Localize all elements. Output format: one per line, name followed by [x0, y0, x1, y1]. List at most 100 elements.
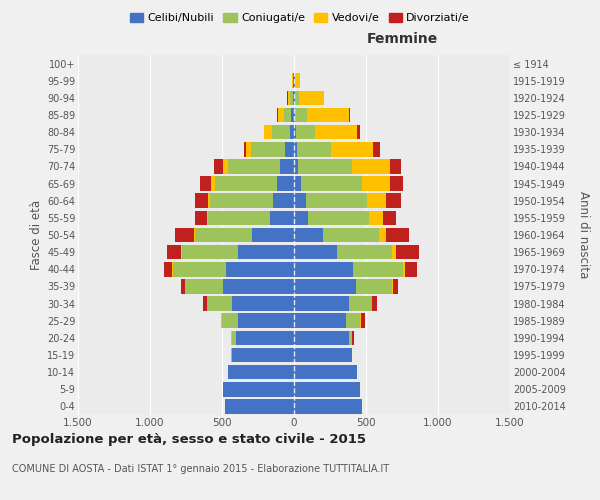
Bar [215, 176, 277, 191]
Bar [293, 90, 294, 105]
Bar [294, 176, 301, 191]
Bar [308, 210, 369, 225]
Bar [356, 125, 359, 140]
Bar [208, 210, 269, 225]
Bar [349, 330, 352, 345]
Bar [373, 296, 377, 311]
Bar [294, 314, 346, 328]
Bar [221, 314, 222, 328]
Bar [238, 245, 294, 260]
Bar [287, 90, 290, 105]
Bar [214, 159, 223, 174]
Bar [315, 125, 356, 140]
Bar [278, 108, 284, 122]
Bar [294, 228, 323, 242]
Bar [223, 382, 294, 396]
Bar [232, 330, 236, 345]
Bar [292, 74, 293, 88]
Bar [349, 296, 373, 311]
Bar [291, 108, 294, 122]
Bar [207, 296, 232, 311]
Bar [323, 228, 379, 242]
Bar [200, 176, 211, 191]
Bar [307, 108, 349, 122]
Bar [225, 399, 294, 413]
Bar [405, 262, 417, 276]
Bar [294, 279, 356, 293]
Bar [294, 348, 352, 362]
Bar [264, 125, 265, 140]
Bar [207, 210, 208, 225]
Bar [294, 74, 295, 88]
Bar [361, 314, 365, 328]
Bar [356, 279, 392, 293]
Bar [203, 296, 207, 311]
Bar [305, 194, 367, 208]
Bar [349, 108, 350, 122]
Bar [182, 245, 238, 260]
Bar [392, 279, 398, 293]
Bar [286, 142, 294, 156]
Bar [173, 262, 226, 276]
Bar [246, 142, 251, 156]
Legend: Celibi/Nubili, Coniugati/e, Vedovi/e, Divorziati/e: Celibi/Nubili, Coniugati/e, Vedovi/e, Di… [125, 8, 475, 28]
Bar [396, 245, 419, 260]
Bar [284, 108, 291, 122]
Text: COMUNE DI AOSTA - Dati ISTAT 1° gennaio 2015 - Elaborazione TUTTITALIA.IT: COMUNE DI AOSTA - Dati ISTAT 1° gennaio … [12, 464, 389, 474]
Bar [294, 365, 358, 380]
Bar [277, 108, 278, 122]
Bar [273, 194, 294, 208]
Bar [299, 90, 323, 105]
Bar [337, 245, 392, 260]
Bar [367, 194, 386, 208]
Bar [294, 90, 295, 105]
Bar [210, 194, 273, 208]
Bar [383, 210, 396, 225]
Bar [277, 176, 294, 191]
Bar [301, 176, 362, 191]
Bar [252, 228, 294, 242]
Y-axis label: Fasce di età: Fasce di età [29, 200, 43, 270]
Bar [175, 228, 194, 242]
Bar [185, 279, 223, 293]
Bar [360, 314, 361, 328]
Text: Femmine: Femmine [367, 32, 437, 46]
Bar [294, 399, 362, 413]
Bar [373, 142, 380, 156]
Y-axis label: Anni di nascita: Anni di nascita [577, 192, 590, 278]
Bar [167, 245, 181, 260]
Bar [296, 125, 315, 140]
Bar [181, 279, 185, 293]
Bar [379, 228, 386, 242]
Bar [194, 210, 207, 225]
Bar [352, 159, 391, 174]
Bar [391, 176, 403, 191]
Bar [295, 74, 300, 88]
Bar [265, 125, 272, 140]
Bar [226, 262, 294, 276]
Bar [294, 210, 308, 225]
Bar [323, 90, 324, 105]
Bar [194, 228, 252, 242]
Text: Popolazione per età, sesso e stato civile - 2015: Popolazione per età, sesso e stato civil… [12, 432, 366, 446]
Bar [236, 330, 294, 345]
Bar [391, 159, 401, 174]
Bar [294, 194, 305, 208]
Bar [251, 142, 286, 156]
Bar [280, 159, 294, 174]
Bar [294, 125, 296, 140]
Bar [293, 74, 294, 88]
Bar [232, 348, 294, 362]
Bar [353, 262, 403, 276]
Bar [352, 330, 354, 345]
Bar [222, 314, 238, 328]
Bar [297, 142, 331, 156]
Bar [244, 142, 246, 156]
Bar [298, 159, 352, 174]
Bar [294, 142, 297, 156]
Bar [392, 245, 396, 260]
Bar [211, 176, 215, 191]
Bar [172, 262, 173, 276]
Bar [269, 210, 294, 225]
Bar [181, 245, 182, 260]
